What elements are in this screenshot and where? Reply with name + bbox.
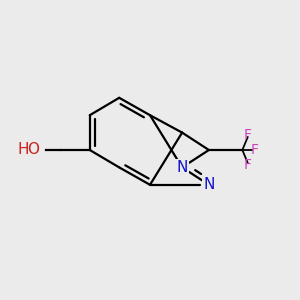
Text: F: F bbox=[250, 143, 258, 157]
Text: O: O bbox=[27, 142, 39, 158]
Text: F: F bbox=[244, 158, 252, 172]
Text: F: F bbox=[244, 128, 252, 142]
Text: N: N bbox=[176, 160, 188, 175]
Text: H: H bbox=[17, 142, 29, 158]
Text: N: N bbox=[203, 177, 214, 192]
